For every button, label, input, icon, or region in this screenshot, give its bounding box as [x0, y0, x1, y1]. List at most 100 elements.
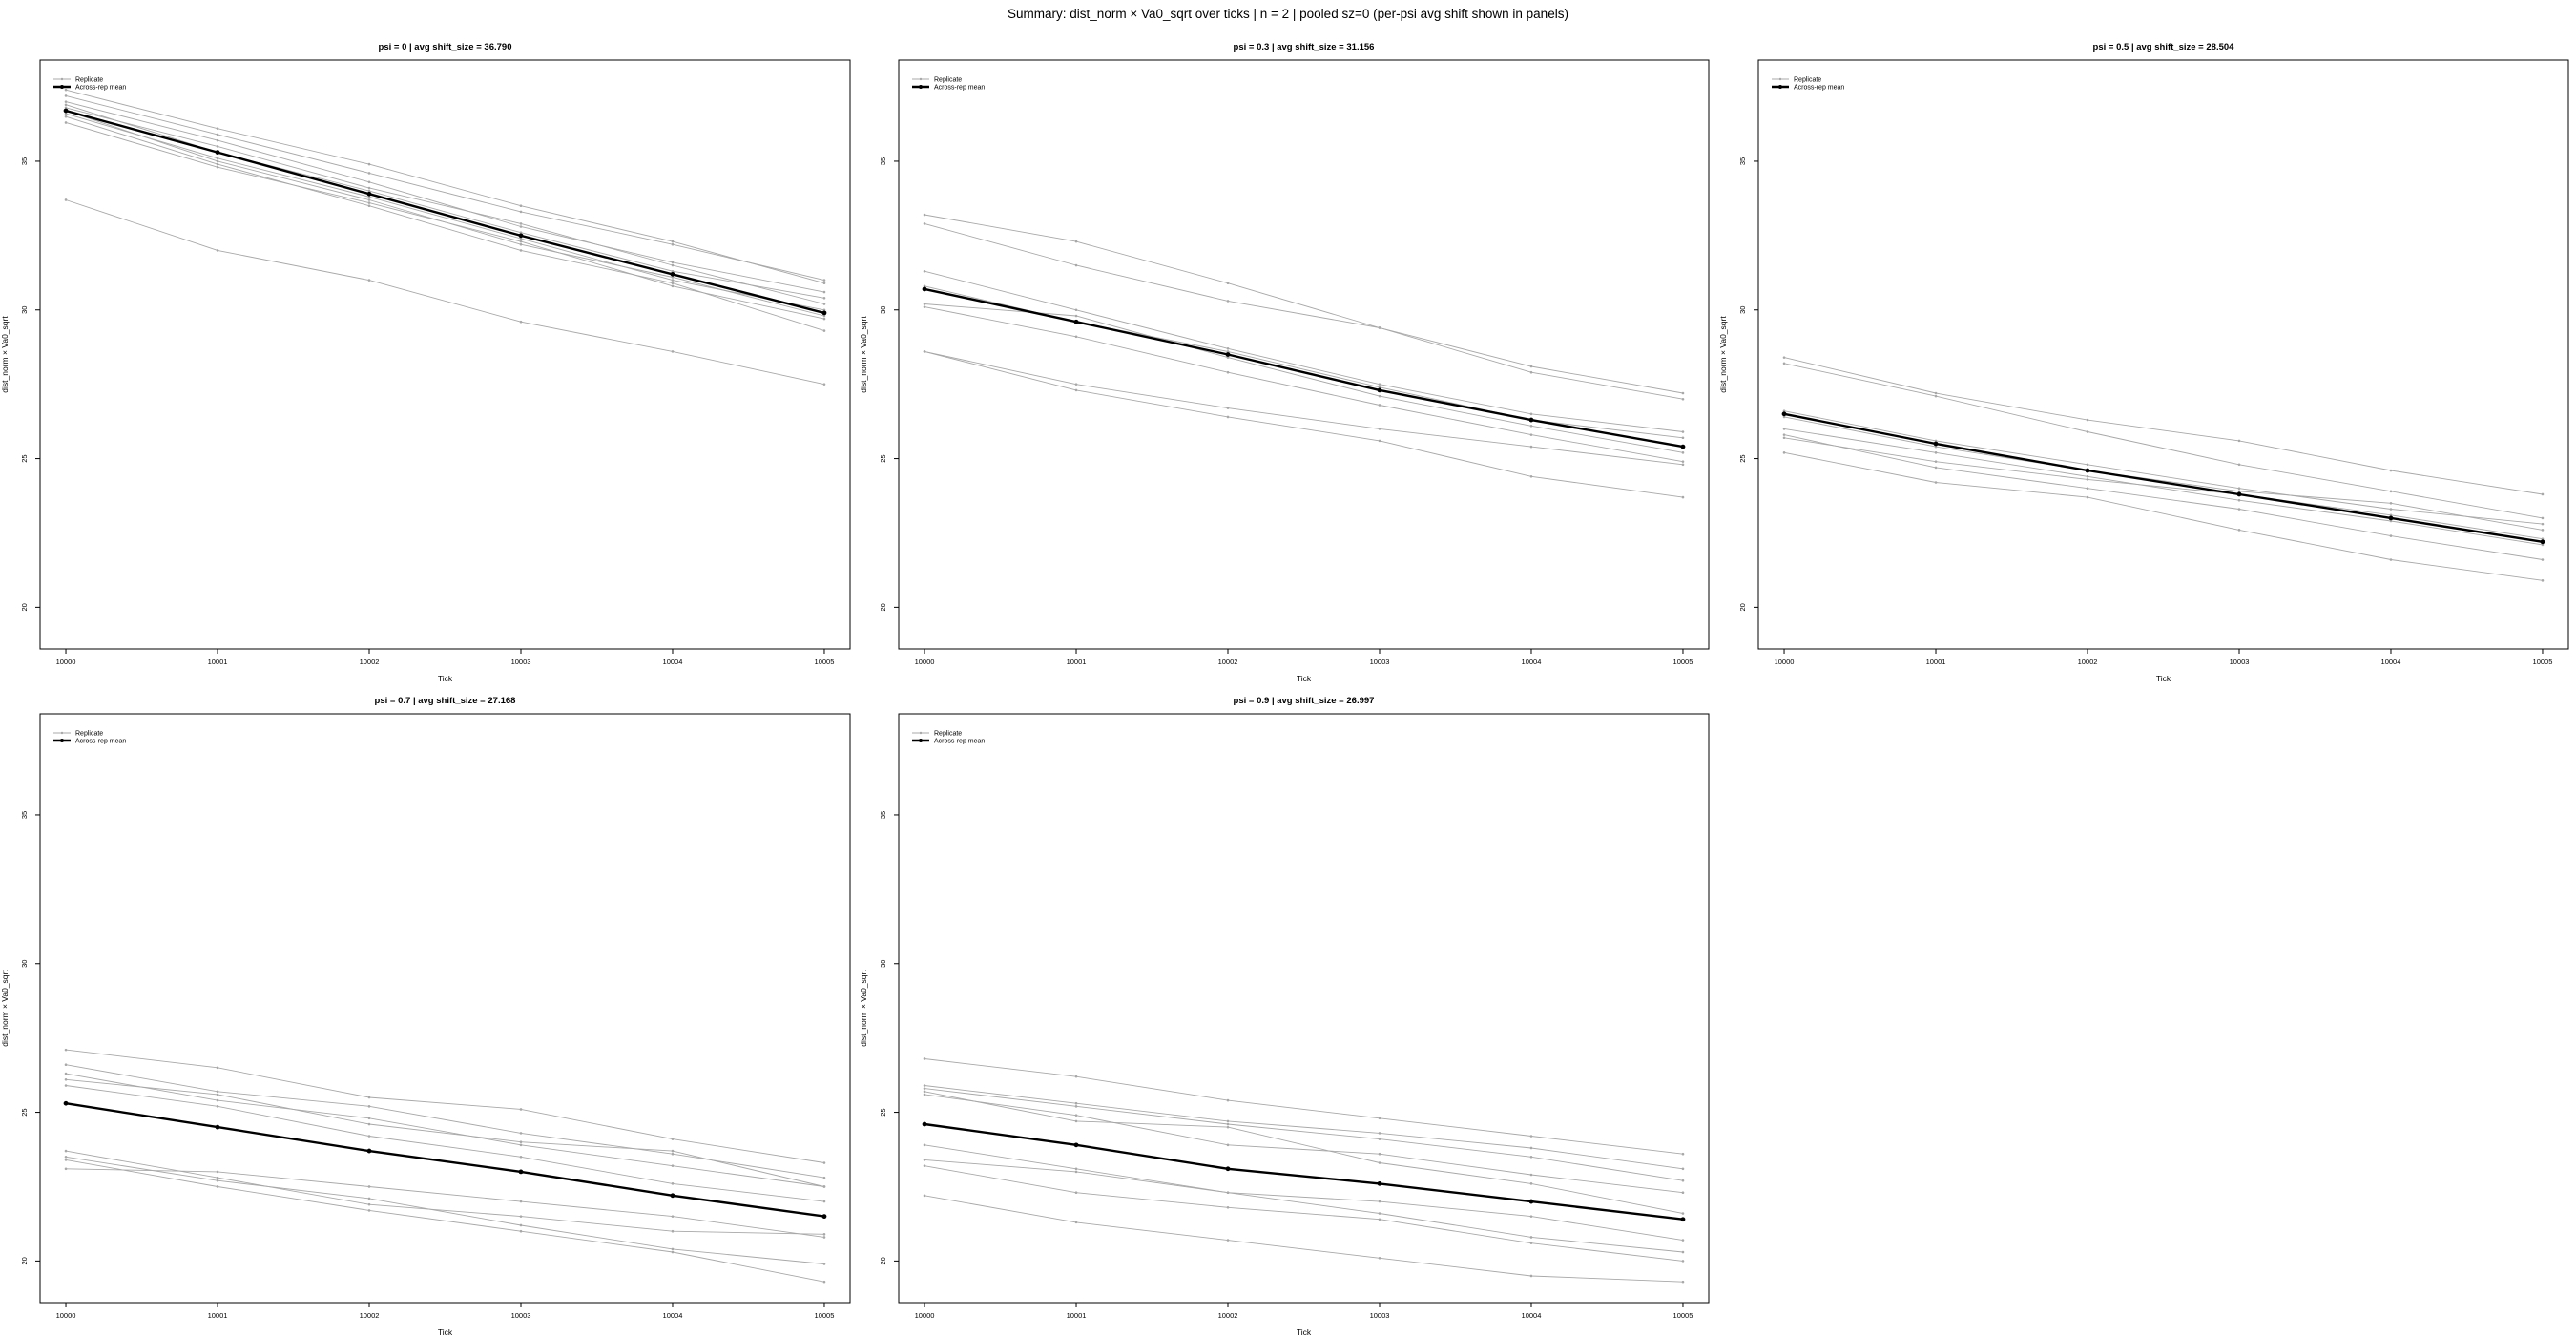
mean-point — [1073, 1142, 1079, 1148]
replicate-point — [64, 1072, 68, 1075]
panel-4: psi = 0.9 | avg shift_size = 26.997 10000… — [859, 696, 1710, 1336]
y-tick-label: 25 — [879, 454, 887, 462]
replicate-series — [1782, 451, 2545, 582]
replicate-series — [923, 269, 1685, 433]
replicate-line — [65, 1156, 825, 1264]
legend-marker — [60, 77, 64, 81]
replicate-point — [822, 1263, 826, 1265]
mean-series — [922, 1121, 1686, 1222]
replicate-point — [216, 133, 219, 136]
replicate-point — [367, 162, 371, 166]
mean-point — [1377, 1180, 1382, 1186]
replicate-point — [1226, 1119, 1230, 1123]
replicate-point — [64, 115, 68, 118]
replicate-point — [1226, 1125, 1230, 1129]
replicate-point — [1226, 1098, 1230, 1102]
replicate-point — [367, 1185, 371, 1188]
replicate-point — [2541, 543, 2545, 547]
replicate-point — [1529, 1135, 1533, 1138]
x-tick-label: 10000 — [56, 1311, 76, 1320]
replicate-line — [65, 107, 825, 304]
replicate-point — [1226, 282, 1230, 285]
replicate-point — [64, 94, 68, 97]
replicate-point — [367, 180, 371, 184]
replicate-point — [923, 350, 926, 353]
replicate-point — [1934, 481, 1938, 484]
x-tick-label: 10005 — [815, 658, 835, 666]
x-tick-label: 10000 — [56, 658, 76, 666]
replicate-series — [923, 1093, 1685, 1195]
replicate-point — [216, 165, 219, 169]
replicate-line — [924, 303, 1684, 453]
replicate-point — [64, 1063, 68, 1067]
replicate-point — [923, 1093, 926, 1096]
replicate-line — [924, 1085, 1684, 1170]
replicate-point — [1934, 394, 1938, 398]
replicate-point — [1934, 439, 1938, 443]
replicate-point — [1378, 394, 1381, 398]
replicate-point — [1782, 428, 1786, 430]
mean-point — [1680, 444, 1686, 449]
replicate-point — [671, 1138, 675, 1140]
replicate-point — [923, 1057, 926, 1060]
replicate-point — [1782, 415, 1786, 419]
replicate-point — [1074, 383, 1078, 386]
y-tick-label: 30 — [20, 960, 29, 968]
legend-label-replicate: Replicate — [1794, 77, 1821, 84]
y-axis-label: dist_norm × Va0_sqrt — [859, 970, 868, 1047]
panel-title: psi = 0.9 | avg shift_size = 26.997 — [1234, 696, 1375, 706]
x-tick-label: 10005 — [1673, 1311, 1693, 1320]
replicate-point — [1782, 451, 1786, 454]
replicate-point — [1681, 430, 1685, 433]
y-tick-label: 30 — [879, 960, 887, 968]
replicate-point — [822, 329, 826, 332]
replicate-point — [1378, 1256, 1381, 1260]
replicate-point — [1681, 1179, 1685, 1182]
replicate-point — [2237, 508, 2241, 511]
replicate-point — [1378, 1212, 1381, 1215]
replicate-point — [822, 1200, 826, 1203]
replicate-point — [671, 263, 675, 267]
replicate-point — [519, 240, 523, 243]
replicate-point — [1529, 424, 1533, 428]
mean-line — [924, 1122, 1684, 1221]
replicate-point — [2389, 513, 2393, 517]
mean-point — [1073, 319, 1079, 324]
replicate-point — [64, 121, 68, 124]
replicate-point — [216, 159, 219, 163]
y-tick-label: 35 — [20, 157, 29, 165]
replicate-point — [519, 1223, 523, 1227]
replicate-point — [367, 1096, 371, 1099]
replicate-line — [924, 350, 1684, 498]
mean-point — [215, 150, 220, 156]
y-axis-label: dist_norm × Va0_sqrt — [859, 316, 868, 393]
replicate-point — [822, 1185, 826, 1188]
replicate-series — [923, 303, 1685, 454]
replicate-point — [822, 1280, 826, 1284]
x-tick-label: 10002 — [2078, 658, 2098, 666]
mean-series — [1781, 411, 2545, 545]
replicate-point — [1681, 1239, 1685, 1242]
mean-point — [2236, 491, 2242, 497]
y-tick-label: 20 — [1738, 603, 1747, 611]
replicate-point — [64, 100, 68, 103]
replicate-point — [1782, 436, 1786, 440]
replicate-point — [1378, 1200, 1381, 1203]
replicate-series — [64, 1159, 826, 1284]
replicate-point — [367, 1105, 371, 1108]
replicate-point — [216, 127, 219, 130]
replicate-series — [64, 88, 826, 285]
replicate-series — [923, 213, 1685, 395]
replicate-line — [65, 115, 825, 332]
mean-line — [65, 109, 825, 315]
replicate-point — [671, 350, 675, 353]
panel-1: psi = 0.3 | avg shift_size = 31.156 10000… — [859, 42, 1710, 683]
replicate-point — [2086, 418, 2089, 422]
mean-point — [518, 1169, 524, 1175]
x-tick-label: 10001 — [1926, 658, 1946, 666]
replicate-point — [671, 269, 675, 273]
mean-point — [922, 286, 927, 292]
replicate-point — [64, 103, 68, 107]
